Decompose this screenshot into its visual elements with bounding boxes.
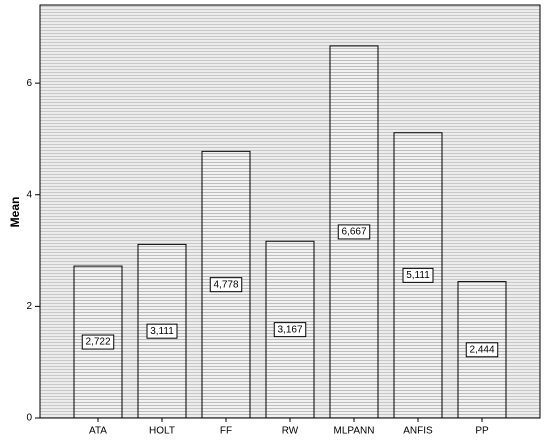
value-label-box <box>81 334 115 350</box>
x-tick-label: HOLT <box>149 426 175 437</box>
value-label: 4,778 <box>213 279 238 290</box>
value-label-box <box>146 323 178 339</box>
value-label: 2,722 <box>85 337 110 348</box>
x-tick-label: ANFIS <box>403 426 433 437</box>
y-axis-label: Mean <box>8 197 22 228</box>
x-tick-label: RW <box>282 426 299 437</box>
value-label-box <box>337 224 371 240</box>
y-tick-label: 4 <box>26 189 32 200</box>
value-label: 3,167 <box>277 324 302 335</box>
value-label-box <box>402 267 434 283</box>
value-label: 3,111 <box>150 326 174 337</box>
y-tick-label: 0 <box>26 413 32 424</box>
x-tick-label: ATA <box>89 426 107 437</box>
value-label: 5,111 <box>406 270 430 281</box>
value-label: 6,667 <box>341 227 366 238</box>
value-label: 2,444 <box>469 344 494 355</box>
value-label-box <box>273 322 307 338</box>
value-label-box <box>209 277 243 293</box>
x-tick-label: MLPANN <box>334 426 375 437</box>
y-tick-label: 6 <box>26 78 32 89</box>
value-label-box <box>465 342 499 358</box>
y-tick-label: 2 <box>26 301 32 312</box>
x-tick-label: FF <box>220 426 232 437</box>
x-tick-label: PP <box>475 426 489 437</box>
